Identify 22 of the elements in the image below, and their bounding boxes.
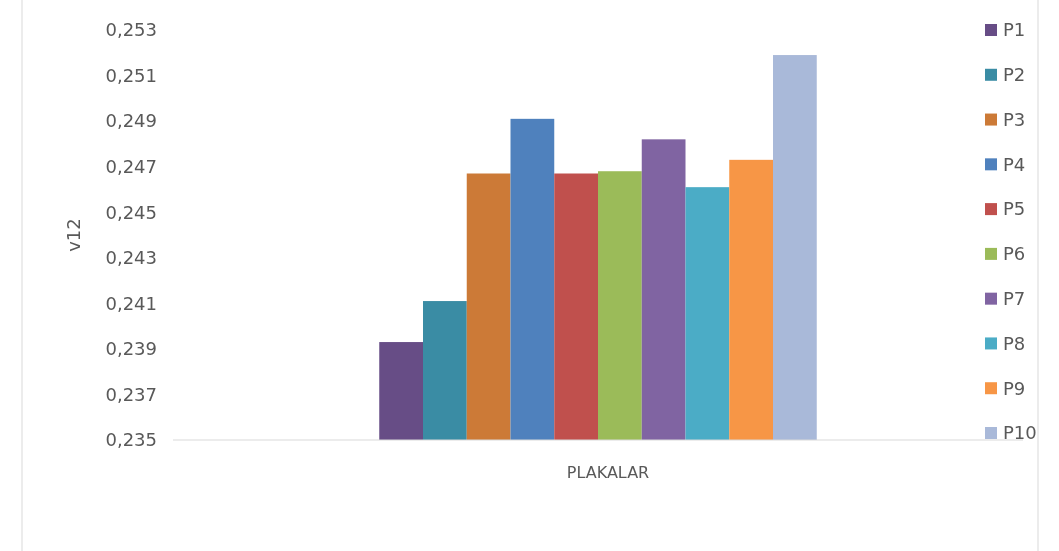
legend-label: P6 — [1003, 243, 1026, 265]
y-axis-title: v12 — [63, 218, 84, 252]
y-tick-label: 0,243 — [105, 247, 157, 269]
legend-label: P1 — [1003, 19, 1026, 41]
legend-label: P2 — [1003, 64, 1026, 86]
y-tick-label: 0,235 — [105, 429, 157, 451]
legend-label: P10 — [1003, 422, 1037, 444]
legend-label: P3 — [1003, 108, 1026, 130]
legend-label: P7 — [1003, 287, 1026, 309]
legend-label: P5 — [1003, 198, 1026, 220]
legend-label: P9 — [1003, 377, 1026, 399]
y-tick-label: 0,241 — [105, 292, 157, 314]
y-tick-label: 0,249 — [105, 110, 157, 132]
y-tick-label: 0,245 — [105, 201, 157, 223]
x-axis-title: PLAKALAR — [566, 463, 650, 482]
y-tick-label: 0,247 — [105, 155, 157, 177]
y-tick-label: 0,239 — [105, 338, 157, 360]
legend-label: P4 — [1003, 153, 1026, 175]
legend-label: P8 — [1003, 332, 1026, 354]
y-tick-label: 0,251 — [105, 64, 157, 86]
y-tick-label: 0,237 — [105, 383, 157, 405]
y-tick-label: 0,253 — [105, 19, 157, 41]
